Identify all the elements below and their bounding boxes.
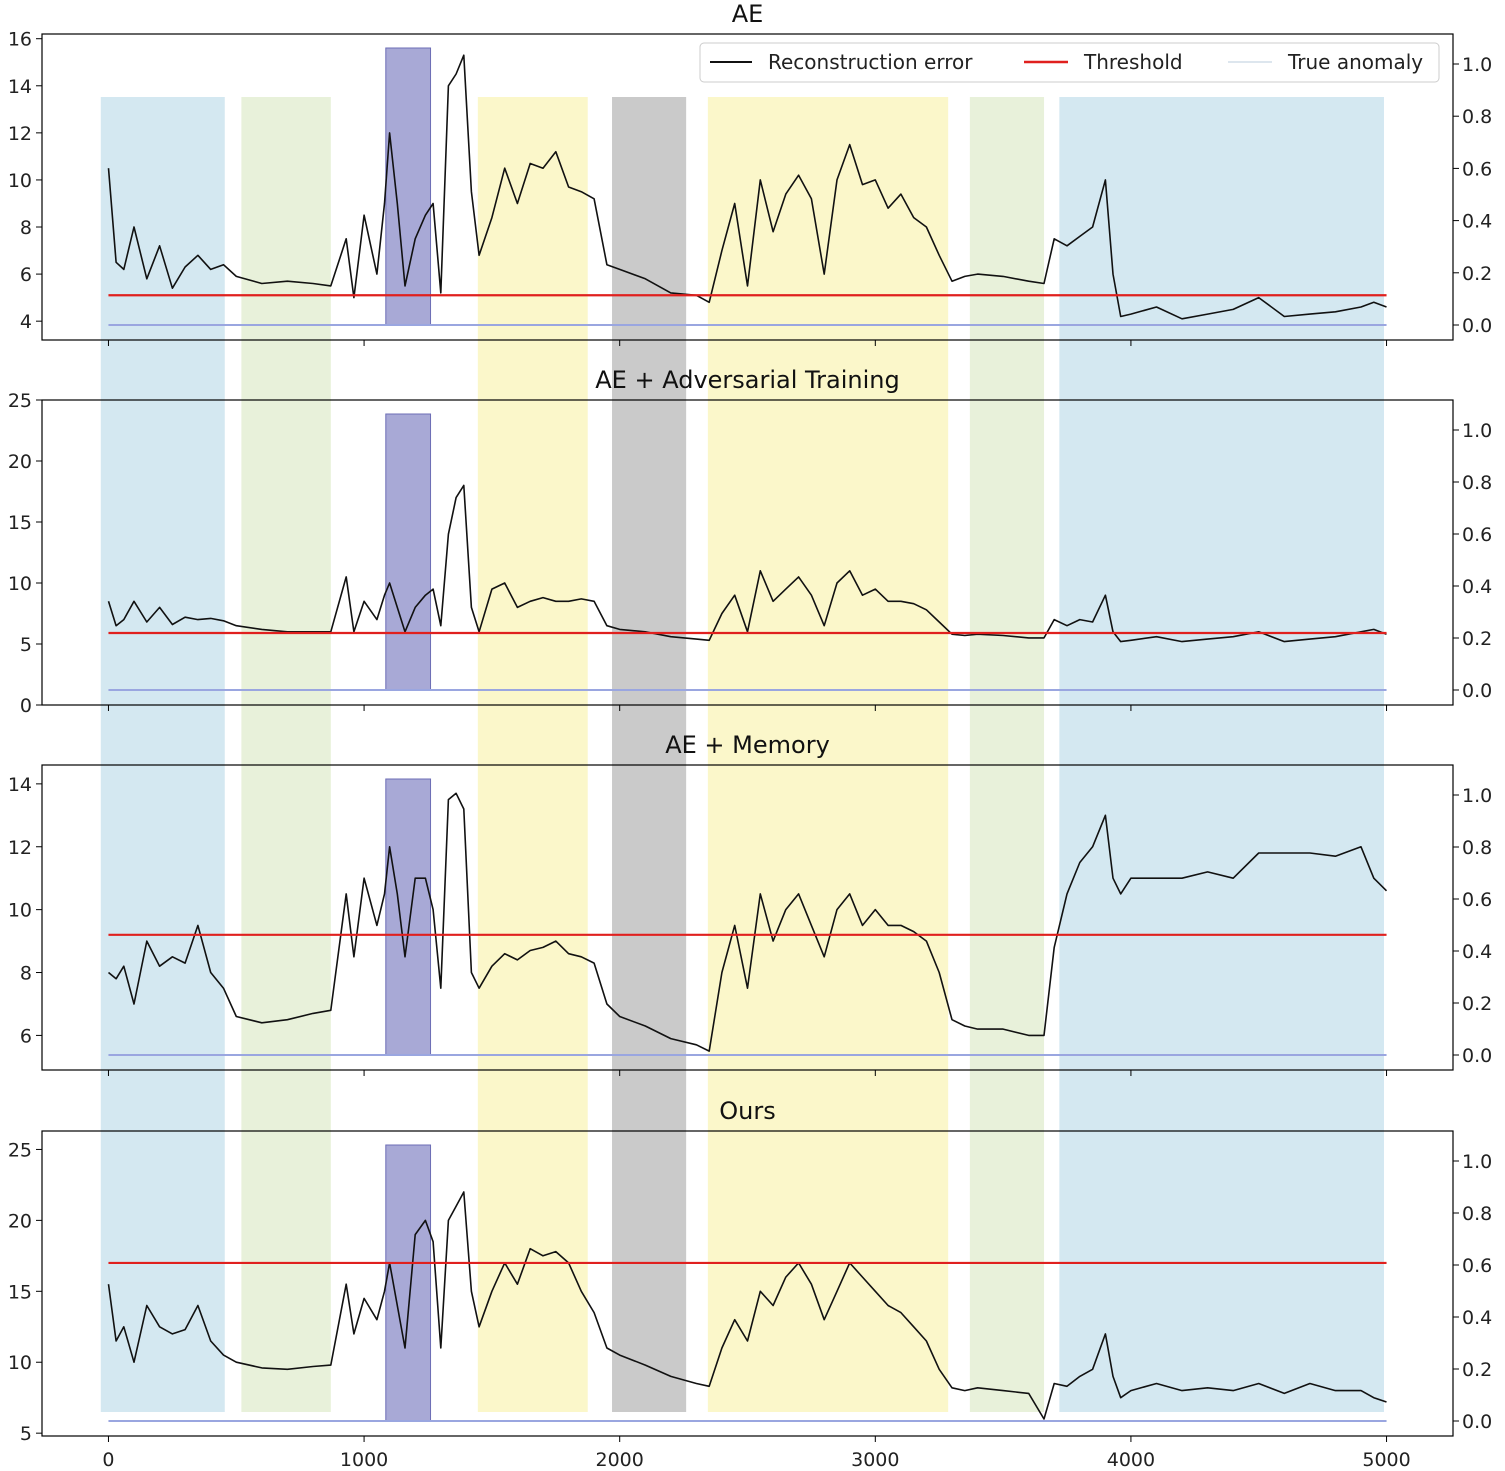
panel-0-rtick-label-4: 0.8: [1462, 106, 1492, 128]
panel-1-ytick-label-0: 0: [20, 695, 32, 717]
panel-1-rtick-label-1: 0.2: [1462, 628, 1492, 650]
panel-1-rtick-label-2: 0.4: [1462, 576, 1492, 598]
legend-label-error: Reconstruction error: [768, 50, 973, 74]
panel-1-ytick-label-15: 15: [8, 512, 32, 534]
panels: 4 6 8 10 12 14 16 0.0 0.2 0.4 0.6 0.8 1.0 AE 0 5 10 15 20 2…: [8, 0, 1492, 1445]
legend-label-true-anomaly: True anomaly: [1287, 50, 1423, 74]
panel-2-ytick-label-14: 14: [8, 774, 32, 796]
panel-0-rtick-label-0: 0.0: [1462, 315, 1492, 337]
panel-2: 6 8 10 12 14 0.0 0.2 0.4 0.6 0.8 1.0 AE + Memory: [8, 731, 1492, 1076]
anomaly-band-4: [612, 97, 687, 1412]
panel-0-ytick-label-10: 10: [8, 170, 32, 192]
anomaly-bands: [100, 97, 1384, 1412]
panel-2-ytick-label-10: 10: [8, 900, 32, 922]
panel-2-rtick-label-4: 0.8: [1462, 837, 1492, 859]
panel-2-rtick-label-5: 1.0: [1462, 785, 1492, 807]
panel-0-highlight-band: [385, 47, 432, 326]
panel-2-ytick-label-8: 8: [20, 963, 32, 985]
panel-1-rtick-label-5: 1.0: [1462, 420, 1492, 442]
panel-2-error-series: [107, 792, 1388, 1052]
panel-3-ytick-label-5: 5: [20, 1423, 32, 1445]
panel-1-rtick-label-0: 0.0: [1462, 680, 1492, 702]
panel-0-ytick-label-8: 8: [20, 217, 32, 239]
legend-label-threshold: Threshold: [1083, 50, 1183, 74]
panel-0-ytick-label-4: 4: [20, 311, 32, 333]
panel-3-rtick-label-0: 0.0: [1462, 1411, 1492, 1433]
panel-2-rtick-label-1: 0.2: [1462, 993, 1492, 1015]
panel-3-ytick-label-20: 20: [8, 1210, 32, 1232]
panel-2-highlight-band: [385, 778, 432, 1056]
panel-2-ytick-label-6: 6: [20, 1025, 32, 1047]
panel-3-rtick-label-4: 0.8: [1462, 1203, 1492, 1225]
panel-0-ytick-label-6: 6: [20, 264, 32, 286]
panel-3-ytick-label-25: 25: [8, 1139, 32, 1161]
xtick-label-5000: 5000: [1362, 1449, 1410, 1471]
panel-0-title: AE: [732, 0, 764, 28]
panel-3: 5 10 15 20 25 0.0 0.2 0.4 0.6 0.8 1.0 Ours: [8, 1097, 1492, 1445]
panel-3-frame: [41, 1130, 1454, 1437]
panel-3-error-series: [107, 1191, 1387, 1420]
panel-3-title: Ours: [719, 1097, 775, 1125]
legend-frame: [699, 42, 1440, 83]
panel-1-rtick-label-4: 0.8: [1462, 472, 1492, 494]
xtick-label-3000: 3000: [851, 1449, 899, 1471]
panel-2-rtick-label-2: 0.4: [1462, 941, 1492, 963]
panel-0-ytick-label-14: 14: [8, 76, 32, 98]
panel-3-ytick-label-15: 15: [8, 1281, 32, 1303]
panel-1-ytick-label-5: 5: [20, 634, 32, 656]
panel-2-rtick-label-0: 0.0: [1462, 1045, 1492, 1067]
panel-1-ytick-label-20: 20: [8, 451, 32, 473]
panel-1-title: AE + Adversarial Training: [595, 366, 899, 394]
x-axis: 0 1000 2000 3000 4000 5000: [102, 1449, 1410, 1471]
anomaly-band-3: [477, 97, 588, 1412]
panel-1: 0 5 10 15 20 25 0.0 0.2 0.4 0.6 0.8 1.0 AE + Adversa…: [8, 366, 1492, 717]
panel-0: 4 6 8 10 12 14 16 0.0 0.2 0.4 0.6 0.8 1.0 AE: [8, 0, 1492, 346]
panel-3-rtick-label-2: 0.4: [1462, 1307, 1492, 1329]
panel-0-error-series: [107, 54, 1387, 320]
panel-2-ytick-label-12: 12: [8, 837, 32, 859]
panel-3-ytick-label-10: 10: [8, 1352, 32, 1374]
panel-0-rtick-label-1: 0.2: [1462, 263, 1492, 285]
panel-0-rtick-label-3: 0.6: [1462, 158, 1492, 180]
panel-2-title: AE + Memory: [665, 731, 830, 759]
anomaly-band-6: [969, 97, 1045, 1412]
anomaly-band-5: [707, 97, 949, 1412]
legend: Reconstruction error Threshold True anom…: [699, 42, 1440, 83]
panel-3-rtick-label-1: 0.2: [1462, 1359, 1492, 1381]
panel-3-rtick-label-5: 1.0: [1462, 1151, 1492, 1173]
anomaly-band-7: [1059, 97, 1384, 1412]
panel-0-rtick-label-2: 0.4: [1462, 211, 1492, 233]
panel-1-rtick-label-3: 0.6: [1462, 524, 1492, 546]
panel-1-highlight-band: [385, 413, 432, 691]
panel-0-ytick-label-12: 12: [8, 123, 32, 145]
panel-1-ytick-label-25: 25: [8, 390, 32, 412]
xtick-label-0: 0: [102, 1449, 114, 1471]
panel-0-rtick-label-5: 1.0: [1462, 54, 1492, 76]
xtick-label-4000: 4000: [1107, 1449, 1155, 1471]
panel-0-ytick-label-16: 16: [8, 29, 32, 51]
panel-1-ytick-label-10: 10: [8, 573, 32, 595]
panel-3-rtick-label-3: 0.6: [1462, 1255, 1492, 1277]
anomaly-band-0: [100, 97, 225, 1412]
xtick-label-1000: 1000: [340, 1449, 388, 1471]
panel-2-rtick-label-3: 0.6: [1462, 889, 1492, 911]
panel-2-frame: [41, 764, 1454, 1071]
anomaly-band-1: [241, 97, 331, 1412]
xtick-label-2000: 2000: [596, 1449, 644, 1471]
panel-1-frame: [41, 399, 1454, 706]
panel-0-frame: [41, 33, 1454, 341]
panel-1-error-series: [107, 484, 1387, 643]
